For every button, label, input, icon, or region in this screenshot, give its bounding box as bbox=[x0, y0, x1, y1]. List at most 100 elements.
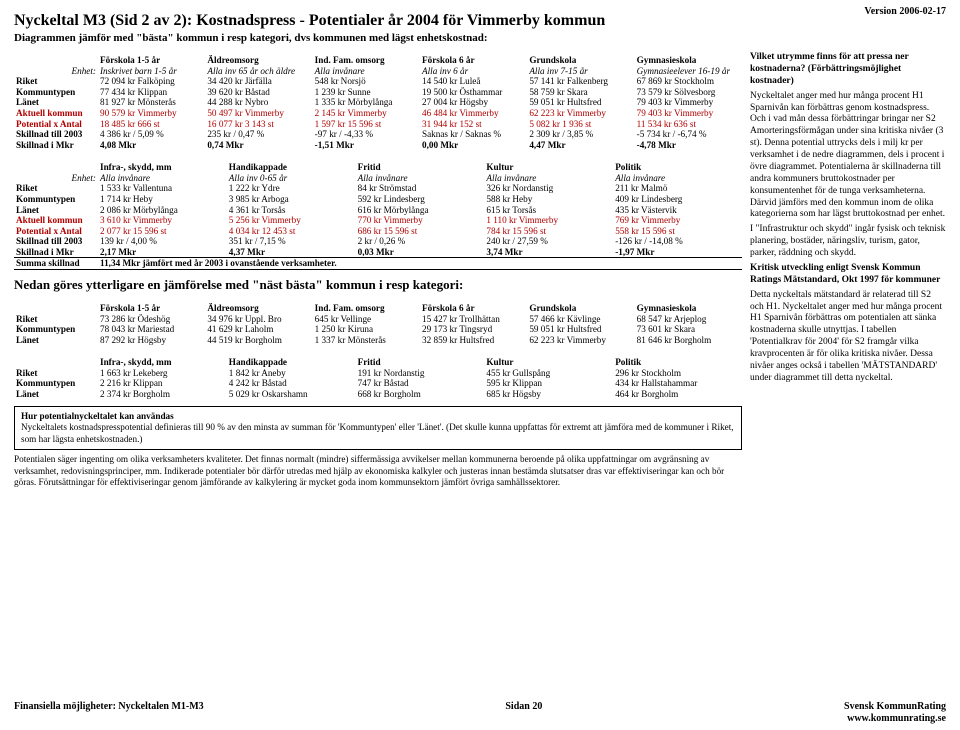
col-header: Handikappade bbox=[227, 351, 356, 368]
data-cell: -97 kr / -4,33 % bbox=[313, 129, 420, 140]
table-b: Infra-, skydd, mmHandikappadeFritidKultu… bbox=[14, 156, 742, 270]
data-cell: 1 533 kr Vallentuna bbox=[98, 183, 227, 194]
data-cell: 5 256 kr Vimmerby bbox=[227, 215, 356, 226]
row-label: Riket bbox=[14, 183, 98, 194]
data-cell: -5 734 kr / -6,74 % bbox=[635, 129, 742, 140]
col-header: Ind. Fam. omsorg bbox=[313, 49, 420, 66]
row-label: Skillnad i Mkr bbox=[14, 247, 98, 258]
col-header: Gymnasieskola bbox=[635, 49, 742, 66]
row-label: Aktuell kommun bbox=[14, 108, 98, 119]
data-cell: 3,74 Mkr bbox=[484, 247, 613, 258]
side-p1: Vilket utrymme finns för att pressa ner … bbox=[750, 52, 909, 86]
data-cell: 79 403 kr Vimmerby bbox=[635, 108, 742, 119]
row-label: Kommuntypen bbox=[14, 378, 98, 389]
col-header: Förskola 6 år bbox=[420, 297, 527, 314]
data-cell: 27 004 kr Högsby bbox=[420, 97, 527, 108]
row-label: Länet bbox=[14, 97, 98, 108]
row-label: Riket bbox=[14, 76, 98, 87]
version-label: Version 2006-02-17 bbox=[864, 6, 946, 18]
footer-center: Sidan 20 bbox=[505, 701, 542, 724]
data-cell: 686 kr 15 596 st bbox=[356, 226, 485, 237]
page-footer: Finansiella möjligheter: Nyckeltalen M1-… bbox=[14, 701, 946, 724]
enhet-cell: Alla inv 0-65 år bbox=[227, 173, 356, 184]
data-cell: 3 610 kr Vimmerby bbox=[98, 215, 227, 226]
side-p2b: I "Infrastruktur och skydd" ingår fysisk… bbox=[750, 224, 946, 260]
data-cell: -1,97 Mkr bbox=[613, 247, 742, 258]
table-a: Förskola 1-5 årÄldreomsorgInd. Fam. omso… bbox=[14, 49, 742, 150]
data-cell: 770 kr Vimmerby bbox=[356, 215, 485, 226]
data-cell: 326 kr Nordanstig bbox=[484, 183, 613, 194]
data-cell: 4 386 kr / 5,09 % bbox=[98, 129, 205, 140]
summa-text: 11,34 Mkr jämfört med år 2003 i ovanståe… bbox=[98, 258, 742, 270]
usage-box-title: Hur potentialnyckeltalet kan användas bbox=[21, 411, 735, 423]
data-cell: 558 kr 15 596 st bbox=[613, 226, 742, 237]
data-cell: 1 250 kr Kiruna bbox=[313, 324, 420, 335]
col-header: Infra-, skydd, mm bbox=[98, 156, 227, 173]
data-cell: 2 216 kr Klippan bbox=[98, 378, 227, 389]
data-cell: 747 kr Båstad bbox=[356, 378, 485, 389]
data-cell: 1 335 kr Mörbylånga bbox=[313, 97, 420, 108]
data-cell: 19 500 kr Östhammar bbox=[420, 87, 527, 98]
data-cell: 1 337 kr Mönsterås bbox=[313, 335, 420, 346]
footer-left: Finansiella möjligheter: Nyckeltalen M1-… bbox=[14, 701, 204, 724]
data-cell: 191 kr Nordanstig bbox=[356, 368, 485, 379]
data-cell: 59 051 kr Hultsfred bbox=[527, 97, 634, 108]
data-cell: 2 309 kr / 3,85 % bbox=[527, 129, 634, 140]
data-cell: 73 579 kr Sölvesborg bbox=[635, 87, 742, 98]
data-cell: 11 534 kr 636 st bbox=[635, 119, 742, 130]
data-cell: 455 kr Gullspång bbox=[484, 368, 613, 379]
data-cell: 29 173 kr Tingsryd bbox=[420, 324, 527, 335]
data-cell: 5 082 kr 1 936 st bbox=[527, 119, 634, 130]
data-cell: 3 985 kr Arboga bbox=[227, 194, 356, 205]
footer-right-top: Svensk KommunRating bbox=[844, 701, 946, 713]
col-header: Gymnasieskola bbox=[635, 297, 742, 314]
data-cell: 4 361 kr Torsås bbox=[227, 205, 356, 216]
data-cell: 409 kr Lindesberg bbox=[613, 194, 742, 205]
data-cell: 84 kr Strömstad bbox=[356, 183, 485, 194]
row-label: Skillnad till 2003 bbox=[14, 236, 98, 247]
enhet-cell: Alla inv 7-15 år bbox=[527, 66, 634, 77]
data-cell: 87 292 kr Högsby bbox=[98, 335, 205, 346]
data-cell: 1 222 kr Ydre bbox=[227, 183, 356, 194]
col-header: Äldreomsorg bbox=[205, 49, 312, 66]
data-cell: 81 646 kr Borgholm bbox=[635, 335, 742, 346]
data-cell: 616 kr Mörbylånga bbox=[356, 205, 485, 216]
data-cell: 50 497 kr Vimmerby bbox=[205, 108, 312, 119]
side-p3-title: Kritisk utveckling enligt Svensk Kommun … bbox=[750, 263, 940, 285]
data-cell: 58 759 kr Skara bbox=[527, 87, 634, 98]
row-label: Aktuell kommun bbox=[14, 215, 98, 226]
row-label-header bbox=[14, 297, 98, 314]
data-cell: 62 223 kr Vimmerby bbox=[527, 335, 634, 346]
bottom-paragraph: Potentialen säger ingenting om olika ver… bbox=[14, 454, 742, 489]
left-column: Förskola 1-5 årÄldreomsorgInd. Fam. omso… bbox=[14, 49, 742, 493]
data-cell: 2 145 kr Vimmerby bbox=[313, 108, 420, 119]
row-label-header bbox=[14, 49, 98, 66]
data-cell: 240 kr / 27,59 % bbox=[484, 236, 613, 247]
data-cell: 59 051 kr Hultsfred bbox=[527, 324, 634, 335]
data-cell: 81 927 kr Mönsterås bbox=[98, 97, 205, 108]
data-cell: 351 kr / 7,15 % bbox=[227, 236, 356, 247]
data-cell: 5 029 kr Oskarshamn bbox=[227, 389, 356, 400]
data-cell: 1 239 kr Sunne bbox=[313, 87, 420, 98]
data-cell: 39 620 kr Båstad bbox=[205, 87, 312, 98]
row-label: Potential x Antal bbox=[14, 226, 98, 237]
row-label: Länet bbox=[14, 389, 98, 400]
enhet-cell: Alla inv 65 år och äldre bbox=[205, 66, 312, 77]
data-cell: 2 374 kr Borgholm bbox=[98, 389, 227, 400]
data-cell: -4,78 Mkr bbox=[635, 140, 742, 151]
row-label: Länet bbox=[14, 335, 98, 346]
col-header: Ind. Fam. omsorg bbox=[313, 297, 420, 314]
data-cell: 0,74 Mkr bbox=[205, 140, 312, 151]
data-cell: 615 kr Torsås bbox=[484, 205, 613, 216]
data-cell: 211 kr Malmö bbox=[613, 183, 742, 194]
enhet-cell: Gymnasieelever 16-19 år bbox=[635, 66, 742, 77]
col-header: Fritid bbox=[356, 156, 485, 173]
data-cell: 4 242 kr Båstad bbox=[227, 378, 356, 389]
data-cell: 32 859 kr Hultsfred bbox=[420, 335, 527, 346]
row-label: Kommuntypen bbox=[14, 324, 98, 335]
side-p3: Detta nyckeltals mätstandard är relatera… bbox=[750, 290, 946, 385]
data-cell: 73 601 kr Skara bbox=[635, 324, 742, 335]
enhet-cell: Alla invånare bbox=[98, 173, 227, 184]
page: Version 2006-02-17 Nyckeltal M3 (Sid 2 a… bbox=[0, 0, 960, 730]
data-cell: 548 kr Norsjö bbox=[313, 76, 420, 87]
